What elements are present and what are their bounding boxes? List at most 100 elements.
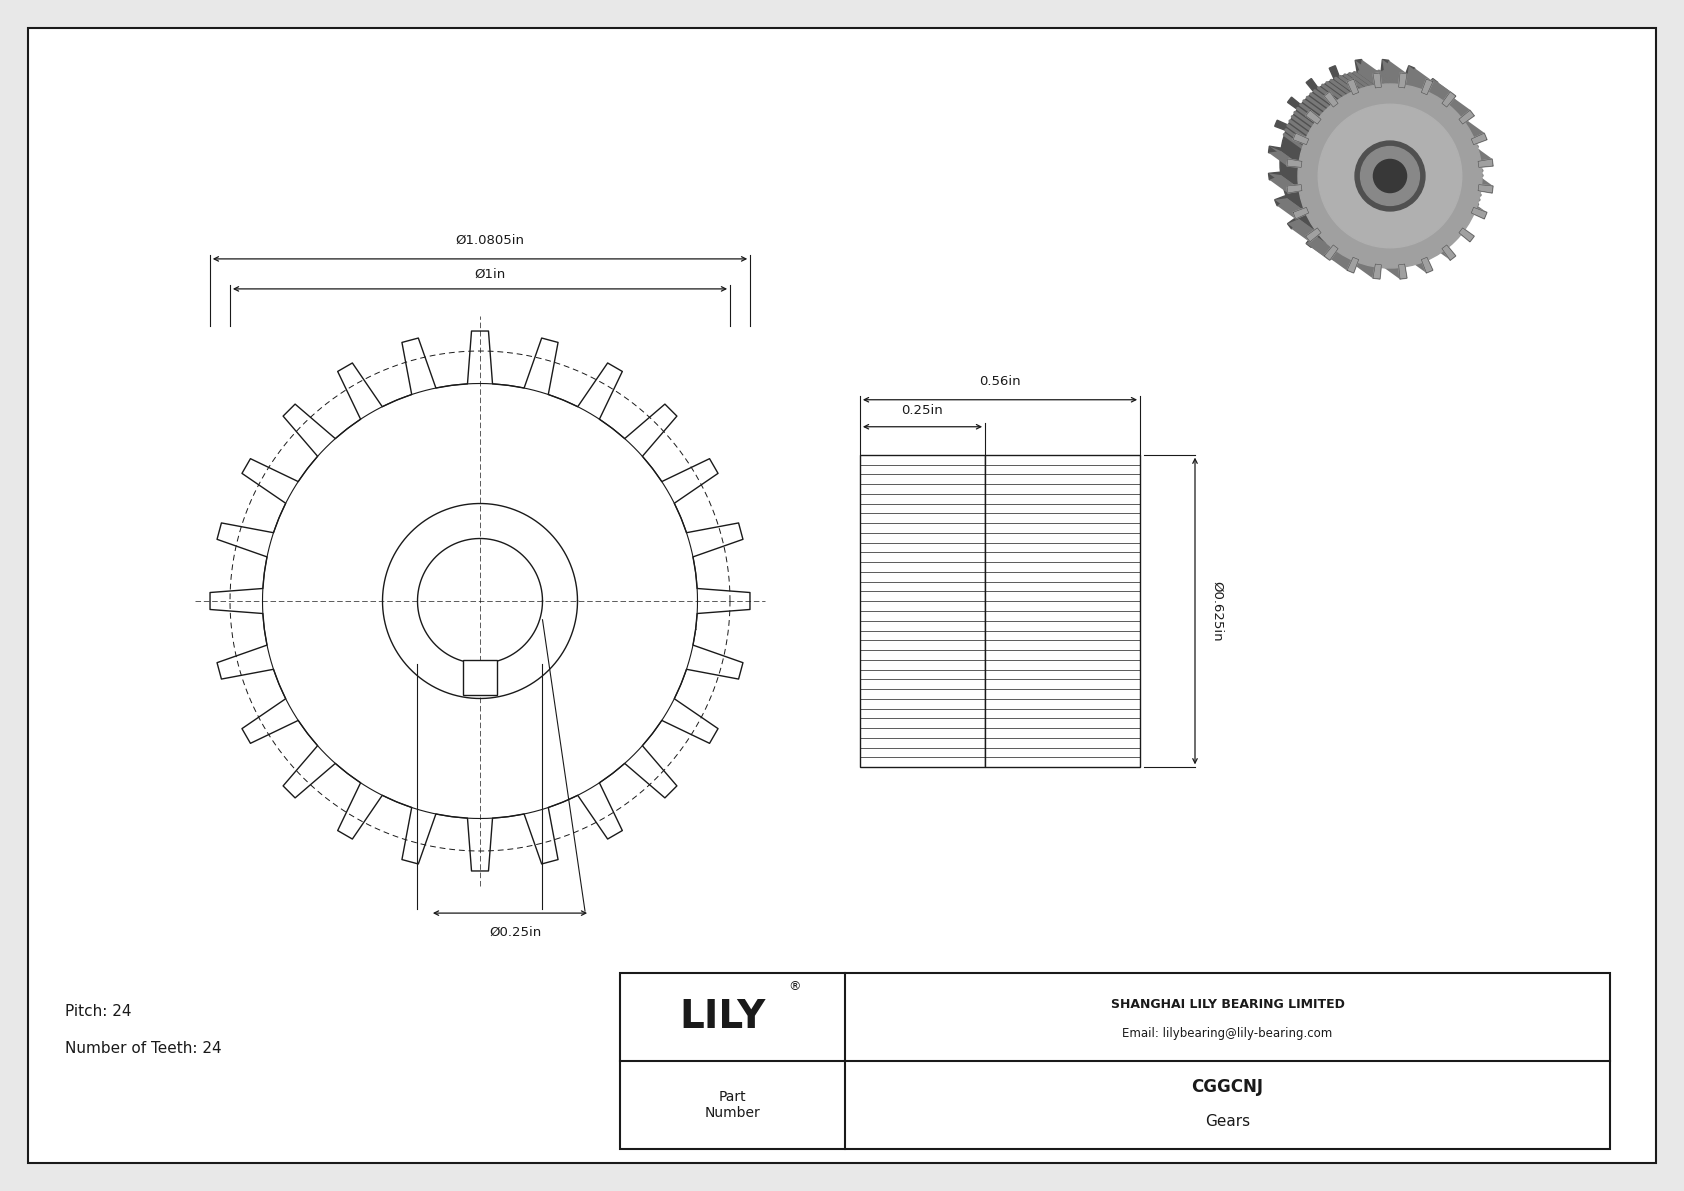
Text: ®: ® <box>788 980 802 993</box>
Polygon shape <box>1408 248 1426 273</box>
Polygon shape <box>1384 61 1406 85</box>
Circle shape <box>1280 71 1463 255</box>
Polygon shape <box>1463 146 1492 164</box>
Polygon shape <box>1463 173 1475 180</box>
Polygon shape <box>1443 98 1457 110</box>
Bar <box>985 455 1140 767</box>
Polygon shape <box>1347 257 1359 273</box>
Circle shape <box>1298 85 1482 268</box>
Polygon shape <box>1426 79 1438 92</box>
Polygon shape <box>1421 79 1433 95</box>
Polygon shape <box>1399 73 1408 88</box>
Circle shape <box>1356 141 1425 211</box>
Polygon shape <box>1457 120 1485 141</box>
Polygon shape <box>1457 198 1487 213</box>
Polygon shape <box>1270 175 1298 193</box>
Polygon shape <box>1463 174 1494 188</box>
Text: Ø1in: Ø1in <box>475 268 505 281</box>
Polygon shape <box>1383 60 1403 85</box>
Polygon shape <box>1428 236 1450 261</box>
Polygon shape <box>1268 146 1282 154</box>
Polygon shape <box>1458 227 1474 242</box>
Polygon shape <box>1275 195 1288 206</box>
Polygon shape <box>1442 92 1455 107</box>
Polygon shape <box>1463 146 1475 154</box>
Polygon shape <box>1305 111 1320 124</box>
Polygon shape <box>1457 126 1487 141</box>
Bar <box>463 660 497 694</box>
Polygon shape <box>1329 248 1356 270</box>
Polygon shape <box>1329 247 1339 261</box>
Polygon shape <box>1479 160 1494 168</box>
Polygon shape <box>1445 219 1475 237</box>
Polygon shape <box>1329 66 1339 79</box>
Polygon shape <box>1428 79 1450 102</box>
Polygon shape <box>1408 248 1433 270</box>
Text: Gears: Gears <box>1206 1115 1250 1129</box>
Polygon shape <box>1372 264 1381 279</box>
Polygon shape <box>1381 254 1389 267</box>
Polygon shape <box>1305 227 1320 242</box>
Polygon shape <box>1442 245 1455 260</box>
Text: Ø0.625in: Ø0.625in <box>1211 581 1224 641</box>
Polygon shape <box>1472 133 1487 144</box>
Polygon shape <box>1356 254 1378 279</box>
Polygon shape <box>1361 254 1379 280</box>
Text: Part
Number: Part Number <box>704 1090 761 1120</box>
Polygon shape <box>1383 254 1403 280</box>
Polygon shape <box>1384 254 1406 279</box>
Text: CGGCNJ: CGGCNJ <box>1192 1078 1263 1096</box>
Polygon shape <box>1404 247 1415 261</box>
Polygon shape <box>1275 120 1288 131</box>
Text: 0.25in: 0.25in <box>901 404 943 417</box>
Polygon shape <box>1445 219 1470 242</box>
Bar <box>861 455 985 767</box>
Polygon shape <box>1287 185 1302 193</box>
Text: Email: lilybearing@lily-bearing.com: Email: lilybearing@lily-bearing.com <box>1122 1028 1332 1041</box>
Polygon shape <box>1408 66 1426 91</box>
Polygon shape <box>1399 264 1408 279</box>
Polygon shape <box>1356 254 1362 267</box>
Bar <box>620 973 1610 1149</box>
Polygon shape <box>1324 92 1339 107</box>
Text: LILY: LILY <box>679 998 766 1036</box>
Circle shape <box>1361 146 1420 205</box>
Polygon shape <box>1457 120 1468 131</box>
Polygon shape <box>1307 79 1319 92</box>
Polygon shape <box>1288 98 1300 110</box>
Polygon shape <box>1381 60 1389 73</box>
Polygon shape <box>1307 236 1334 256</box>
Polygon shape <box>1335 248 1356 273</box>
Polygon shape <box>1408 68 1433 91</box>
Text: Number of Teeth: 24: Number of Teeth: 24 <box>66 1041 222 1056</box>
Polygon shape <box>1428 236 1457 256</box>
Polygon shape <box>1356 61 1378 85</box>
Polygon shape <box>1404 66 1415 79</box>
Polygon shape <box>1361 60 1379 85</box>
Polygon shape <box>1275 198 1305 213</box>
Polygon shape <box>1428 82 1457 102</box>
Polygon shape <box>1347 79 1359 95</box>
Text: SHANGHAI LILY BEARING LIMITED: SHANGHAI LILY BEARING LIMITED <box>1110 998 1344 1010</box>
Polygon shape <box>1287 160 1302 168</box>
Polygon shape <box>1324 245 1339 260</box>
Polygon shape <box>1307 235 1319 248</box>
Polygon shape <box>1292 219 1317 242</box>
Polygon shape <box>1268 173 1282 180</box>
Polygon shape <box>1472 207 1487 219</box>
Polygon shape <box>1372 73 1381 88</box>
Text: Pitch: 24: Pitch: 24 <box>66 1004 131 1019</box>
Polygon shape <box>1463 151 1494 166</box>
Polygon shape <box>1463 175 1492 193</box>
Text: Ø1.0805in: Ø1.0805in <box>455 233 524 247</box>
Polygon shape <box>1288 219 1317 237</box>
Polygon shape <box>1276 198 1305 219</box>
Polygon shape <box>1426 235 1438 248</box>
Polygon shape <box>1457 198 1485 219</box>
Polygon shape <box>1445 102 1475 120</box>
Text: Ø0.25in: Ø0.25in <box>488 927 541 939</box>
Polygon shape <box>1457 195 1468 206</box>
Polygon shape <box>1443 217 1457 229</box>
Polygon shape <box>1288 217 1300 229</box>
Polygon shape <box>1421 257 1433 273</box>
